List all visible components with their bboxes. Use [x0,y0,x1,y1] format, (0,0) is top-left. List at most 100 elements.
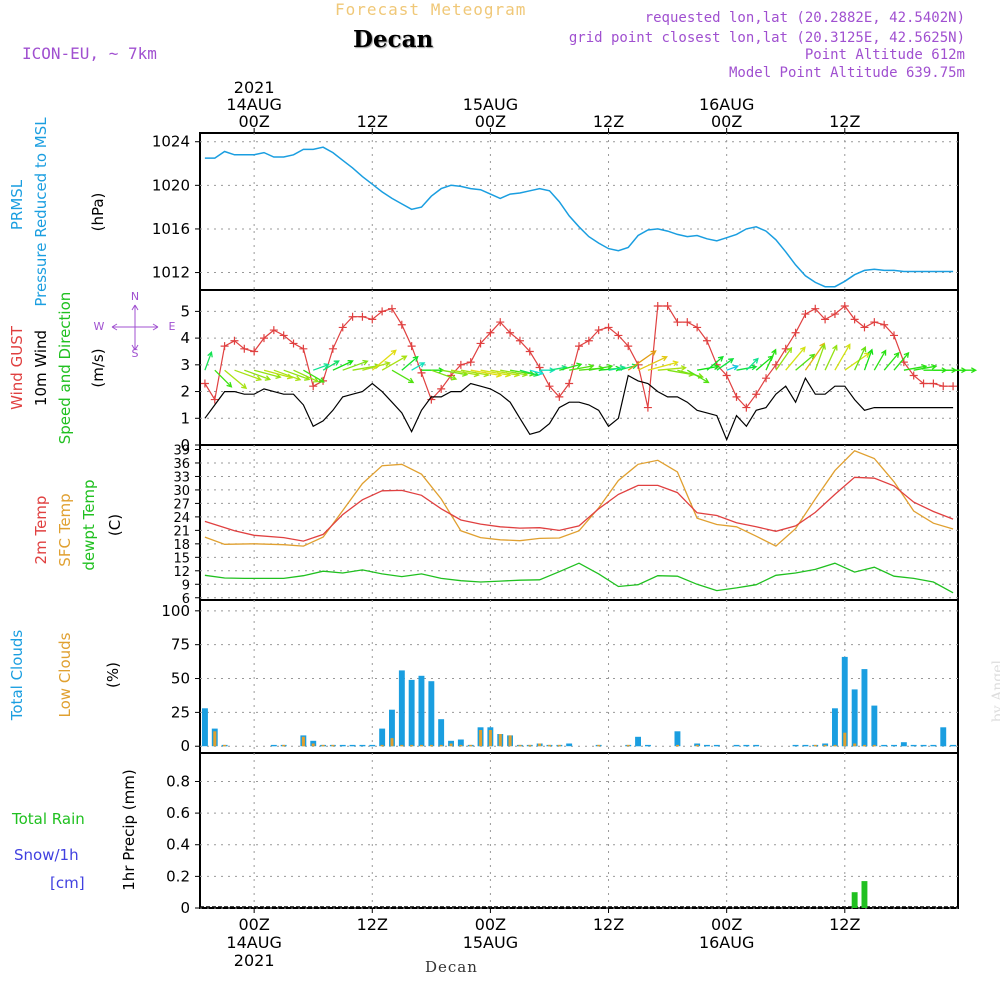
wind-direction-label: Speed and Direction [56,292,74,445]
wind-arrow [844,352,871,371]
total-cloud-bar [349,744,356,747]
total-cloud-bar [270,744,277,747]
ytick-label: 9 [182,578,190,593]
wind-arrow [303,369,325,383]
temp-2m-label: 2m Temp [32,496,50,565]
pressure-unit-label: (hPa) [89,193,107,232]
low-cloud-bar [400,744,404,747]
gust-marker [693,323,702,332]
low-cloud-bar [676,744,679,747]
wind-arrow [312,363,330,371]
wind-arrow [755,355,774,371]
total-cloud-bar [950,744,956,747]
requested-coords: requested lon,lat (20.2882E, 42.5402N) [644,10,965,26]
wind-arrow [342,359,369,371]
low-cloud-bar [213,731,217,747]
total-cloud-bar [408,679,415,747]
gust-marker [299,344,308,353]
low-cloud-bar [282,744,286,747]
wind-arrow [795,353,816,371]
total-cloud-bar [851,689,858,747]
low-cloud-bar [449,743,453,747]
low-cloud-bar [390,738,394,747]
gust-marker [437,384,446,393]
gust-marker [653,302,662,311]
year-label-bottom: 2021 [234,951,275,970]
ytick-label: 0 [180,737,190,755]
xtick-label-top: 00Z [711,112,742,131]
rain-bar [861,881,868,908]
gust-marker [348,312,357,321]
gust-marker [240,344,249,353]
gust-marker [259,334,268,343]
gust-marker [200,379,209,388]
gust-marker [230,336,239,345]
ytick-label: 36 [173,457,190,472]
low-cloud-bar [833,744,837,747]
gust-marker [338,323,347,332]
wind-arrow [873,349,887,371]
wind-arrow [401,355,419,371]
ytick-label: 1 [180,409,190,427]
gust-marker [909,371,918,380]
gust-marker [506,328,515,337]
model-point-altitude: Model Point Altitude 639.75m [728,65,965,81]
gust-marker [387,304,396,313]
wind-arrow [253,369,282,380]
gust-marker [565,379,574,388]
ytick-label: 0.8 [166,772,190,790]
wind-arrow [627,350,657,371]
low-cloud-bar [548,744,551,747]
gust-marker [811,304,820,313]
low-cloud-label: Low Clouds [56,632,74,717]
gust-marker [486,328,495,337]
temp-unit-label: (C) [106,514,124,536]
total-cloud-bar [940,727,947,747]
ytick-label: 21 [173,524,190,539]
wind-arrow [234,369,263,382]
total-cloud-bar [202,708,208,747]
low-cloud-bar [420,744,423,747]
xtick-label-bottom: 00Z [238,915,269,934]
gust-marker [949,382,958,391]
year-label-top: 2021 [234,78,275,97]
wind-arrow [637,355,668,371]
compass-n: N [131,290,139,303]
gust-marker [466,358,475,367]
gust-marker [397,320,406,329]
low-cloud-bar [823,744,827,747]
gust-marker [663,302,672,311]
gust-marker [555,392,564,401]
dewpt-label: dewpt Temp [80,479,98,570]
gust-marker [890,331,899,340]
gust-marker [594,326,603,335]
ytick-label: 1012 [152,264,190,282]
low-cloud-bar [380,744,384,747]
ytick-label: 50 [171,670,190,688]
gust-marker [850,315,859,324]
wind-arrow [736,364,758,371]
total-cloud-bar [871,705,878,747]
total-cloud-bar [379,728,386,747]
xtick-label-bottom: 00Z [711,915,742,934]
gust-marker [210,395,219,404]
data-layer [200,146,978,908]
wind-arrow [224,369,248,390]
ytick-label: 12 [173,565,190,580]
low-cloud-bar [557,744,561,747]
gust-marker [368,315,377,324]
low-cloud-bar [626,744,630,747]
gust-marker [870,318,879,327]
xtick-label-bottom: 12Z [593,915,624,934]
wind-arrow [745,357,759,371]
wind-arrow [569,363,595,371]
total-cloud-bar [930,744,937,747]
xtick-label-top: 12Z [829,112,860,131]
wind-arrow [529,369,545,376]
low-cloud-bar [498,734,502,747]
precip-unit-label: 1hr Precip (mm) [120,769,138,890]
low-cloud-bar [311,743,315,747]
wind-arrow [883,351,900,371]
total-cloud-bar [635,736,641,747]
